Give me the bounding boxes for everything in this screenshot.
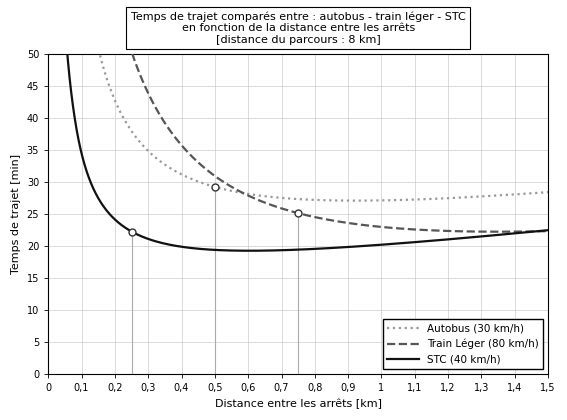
Train Léger (80 km/h) xyxy=(495,229,502,234)
Autobus (30 km/h) xyxy=(446,196,453,201)
Train Léger (80 km/h) xyxy=(105,39,112,44)
Train Léger (80 km/h) xyxy=(437,228,443,233)
Title: Temps de trajet comparés entre : autobus - train léger - STC
en fonction de la d: Temps de trajet comparés entre : autobus… xyxy=(131,11,466,45)
Train Léger (80 km/h) xyxy=(545,228,552,234)
STC (40 km/h) xyxy=(545,228,552,233)
Autobus (30 km/h) xyxy=(105,81,112,86)
STC (40 km/h) xyxy=(271,248,278,253)
STC (40 km/h) xyxy=(253,248,260,253)
STC (40 km/h) xyxy=(446,237,453,242)
Line: Train Léger (80 km/h): Train Léger (80 km/h) xyxy=(58,41,548,232)
Autobus (30 km/h) xyxy=(270,195,277,200)
Y-axis label: Temps de trajet [min]: Temps de trajet [min] xyxy=(11,154,21,274)
Legend: Autobus (30 km/h), Train Léger (80 km/h), STC (40 km/h): Autobus (30 km/h), Train Léger (80 km/h)… xyxy=(383,320,543,369)
Autobus (30 km/h) xyxy=(437,196,444,201)
Autobus (30 km/h) xyxy=(55,39,62,44)
STC (40 km/h) xyxy=(105,210,112,215)
STC (40 km/h) xyxy=(392,241,399,246)
Autobus (30 km/h) xyxy=(353,198,359,203)
Autobus (30 km/h) xyxy=(392,197,399,202)
STC (40 km/h) xyxy=(55,39,62,44)
Line: Autobus (30 km/h): Autobus (30 km/h) xyxy=(58,41,548,201)
Train Léger (80 km/h) xyxy=(446,228,452,234)
STC (40 km/h) xyxy=(246,248,253,253)
Train Léger (80 km/h) xyxy=(253,197,260,202)
Autobus (30 km/h) xyxy=(545,189,552,194)
Train Léger (80 km/h) xyxy=(391,226,398,231)
Train Léger (80 km/h) xyxy=(55,39,62,44)
Autobus (30 km/h) xyxy=(253,193,260,198)
Line: STC (40 km/h): STC (40 km/h) xyxy=(58,41,548,251)
STC (40 km/h) xyxy=(437,237,444,242)
X-axis label: Distance entre les arrêts [km]: Distance entre les arrêts [km] xyxy=(215,399,382,409)
Train Léger (80 km/h) xyxy=(270,203,277,208)
